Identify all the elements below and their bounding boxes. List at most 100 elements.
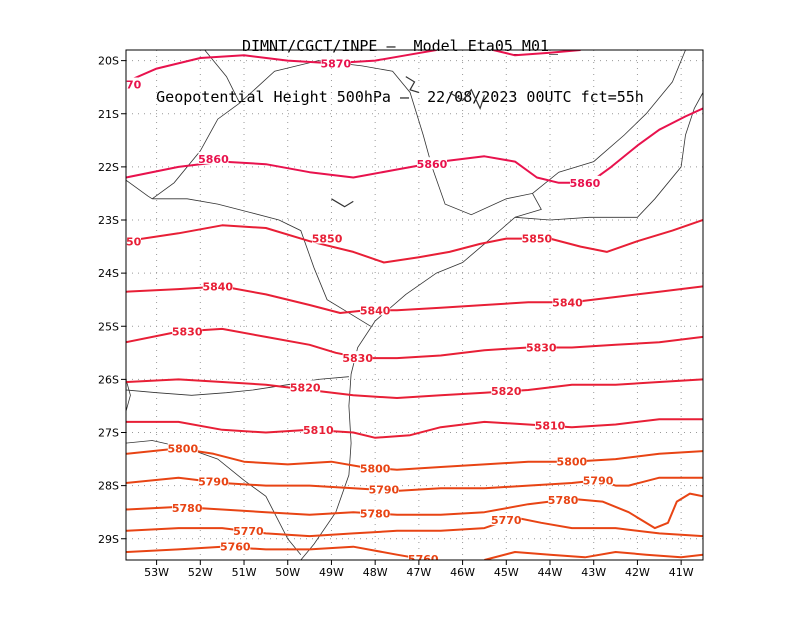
contour-5760 bbox=[126, 545, 428, 560]
lon-tick-label: 48W bbox=[363, 566, 388, 579]
contour-label-5860: 5860 bbox=[417, 158, 448, 171]
contour-5870 bbox=[492, 50, 581, 57]
lon-tick-label: 51W bbox=[232, 566, 257, 579]
contour-label-5830: 5830 bbox=[172, 326, 203, 339]
lat-tick-label: 25S bbox=[98, 320, 119, 333]
lon-tick-label: 53W bbox=[144, 566, 169, 579]
contour-label-5860: 5860 bbox=[198, 153, 229, 166]
lat-tick-label: 22S bbox=[98, 161, 119, 174]
contour-label-bg bbox=[303, 422, 334, 435]
contour-label-bg bbox=[233, 523, 264, 536]
lon-tick-label: 49W bbox=[319, 566, 344, 579]
contour-5860 bbox=[126, 107, 703, 184]
contour-label-bg bbox=[342, 351, 373, 364]
contour-label-5790: 5790 bbox=[198, 475, 229, 488]
state-border-sp-mg bbox=[239, 60, 542, 218]
contour-label-bg bbox=[202, 279, 233, 292]
contour-label-bg bbox=[368, 482, 399, 495]
contour-label-bg bbox=[548, 492, 579, 505]
contour-label-5780: 5780 bbox=[360, 507, 391, 520]
contour-label-5840: 5840 bbox=[552, 296, 583, 309]
contour-5850 bbox=[126, 219, 703, 264]
contour-label-5860: 5860 bbox=[570, 177, 601, 190]
lake-reservoir-sp bbox=[331, 198, 354, 208]
contour-label-5820: 5820 bbox=[491, 385, 522, 398]
border-argentina bbox=[126, 379, 131, 412]
contour-label-bg bbox=[521, 231, 552, 244]
contour-label-5780: 5780 bbox=[172, 502, 203, 515]
lon-tick-label: 43W bbox=[581, 566, 606, 579]
contour-label-5870: 5870 bbox=[321, 57, 352, 70]
lat-tick-label: 24S bbox=[98, 267, 119, 280]
contour-label-bg bbox=[408, 551, 439, 560]
contour-5800 bbox=[126, 447, 703, 471]
state-border-pr-sp bbox=[152, 198, 372, 327]
lat-tick-label: 29S bbox=[98, 533, 119, 546]
contour-label-bg bbox=[491, 513, 522, 526]
contour-label-bg bbox=[583, 473, 614, 486]
contour-label-5800: 5800 bbox=[168, 442, 199, 455]
plot-frame bbox=[125, 49, 704, 561]
contour-label-bg bbox=[312, 231, 343, 244]
contour-label-bg bbox=[360, 461, 391, 474]
contour-5780 bbox=[126, 492, 703, 530]
contour-5870 bbox=[126, 50, 437, 83]
contour-label-5840: 5840 bbox=[202, 280, 233, 293]
lon-tick-label: 46W bbox=[450, 566, 475, 579]
contour-label-5830: 5830 bbox=[342, 352, 373, 365]
contour-label-5770: 5770 bbox=[233, 525, 264, 538]
contour-label-bg bbox=[491, 384, 522, 397]
contour-label-5870: 5870 bbox=[111, 79, 142, 92]
lon-tick-label: 45W bbox=[494, 566, 519, 579]
contour-label-bg bbox=[360, 506, 391, 519]
contour-5790 bbox=[126, 476, 703, 492]
contour-label-bg bbox=[172, 324, 203, 337]
lon-tick-label: 44W bbox=[538, 566, 563, 579]
contour-label-5850: 5850 bbox=[111, 235, 142, 248]
contour-label-5770: 5770 bbox=[491, 514, 522, 527]
coastline bbox=[300, 216, 516, 560]
contour-5810 bbox=[126, 418, 703, 439]
contour-label-5840: 5840 bbox=[360, 304, 391, 317]
contour-5770 bbox=[126, 516, 703, 538]
contour-label-5830: 5830 bbox=[526, 342, 557, 355]
contour-label-bg bbox=[198, 151, 229, 164]
contour-label-bg bbox=[167, 441, 198, 454]
contour-label-bg bbox=[535, 418, 566, 431]
contour-label-5790: 5790 bbox=[369, 483, 400, 496]
contour-label-5850: 5850 bbox=[312, 233, 343, 246]
coastline-east bbox=[514, 92, 703, 221]
contour-label-bg bbox=[556, 454, 587, 467]
contour-label-bg bbox=[198, 474, 229, 487]
contour-label-5810: 5810 bbox=[303, 424, 334, 437]
state-border-pr-sc bbox=[126, 376, 349, 396]
contour-label-5780: 5780 bbox=[548, 494, 579, 507]
contour-label-5790: 5790 bbox=[583, 474, 614, 487]
contour-5820 bbox=[126, 378, 703, 399]
contour-label-5760: 5760 bbox=[220, 541, 251, 554]
lon-tick-label: 47W bbox=[406, 566, 431, 579]
contour-label-5760: 5760 bbox=[408, 553, 439, 566]
contour-label-5800: 5800 bbox=[360, 463, 391, 476]
lat-tick-label: 21S bbox=[98, 108, 119, 121]
contour-label-bg bbox=[320, 56, 351, 69]
contour-label-bg bbox=[360, 303, 391, 316]
contour-label-bg bbox=[552, 295, 583, 308]
contour-label-5820: 5820 bbox=[290, 381, 321, 394]
contour-5760 bbox=[484, 551, 703, 560]
contour-5840 bbox=[126, 285, 703, 314]
lat-tick-label: 27S bbox=[98, 427, 119, 440]
lon-tick-label: 52W bbox=[188, 566, 213, 579]
contour-label-bg bbox=[290, 380, 321, 393]
contour-label-5800: 5800 bbox=[557, 456, 588, 469]
contour-label-5850: 5850 bbox=[522, 233, 553, 246]
state-border-mg-rj bbox=[532, 50, 686, 194]
lake-furnas bbox=[449, 88, 485, 111]
contour-label-bg bbox=[126, 234, 141, 247]
contour-label-bg bbox=[569, 175, 600, 188]
contour-label-bg bbox=[416, 157, 447, 170]
lat-tick-label: 20S bbox=[98, 55, 119, 68]
state-border-mg-go bbox=[204, 50, 241, 104]
